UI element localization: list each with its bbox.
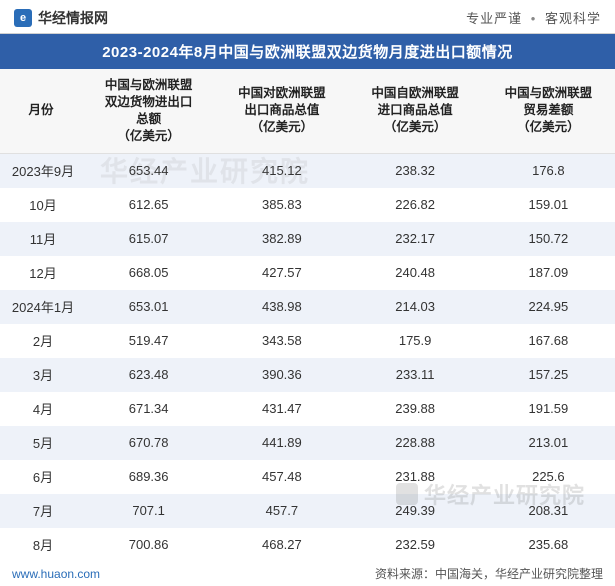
value-cell: 176.8 — [482, 153, 615, 188]
table-row: 12月668.05427.57240.48187.09 — [0, 256, 615, 290]
page-header: e 华经情报网 专业严谨 • 客观科学 — [0, 0, 615, 34]
tagline-right: 客观科学 — [545, 11, 601, 26]
table-row: 2023年9月653.44415.12238.32176.8 — [0, 153, 615, 188]
value-cell: 213.01 — [482, 426, 615, 460]
table-row: 6月689.36457.48231.88225.6 — [0, 460, 615, 494]
logo-icon: e — [14, 9, 32, 27]
footer-url: www.huaon.com — [12, 567, 100, 581]
footer-source: 资料来源：中国海关，华经产业研究院整理 — [375, 565, 603, 582]
value-cell: 457.7 — [215, 494, 348, 528]
month-cell: 10月 — [0, 188, 82, 222]
value-cell: 700.86 — [82, 528, 215, 562]
table-row: 3月623.48390.36233.11157.25 — [0, 358, 615, 392]
value-cell: 249.39 — [349, 494, 482, 528]
value-cell: 390.36 — [215, 358, 348, 392]
tagline-separator: • — [531, 11, 537, 26]
value-cell: 653.44 — [82, 153, 215, 188]
month-cell: 11月 — [0, 222, 82, 256]
value-cell: 232.17 — [349, 222, 482, 256]
header-tagline: 专业严谨 • 客观科学 — [466, 8, 601, 27]
value-cell: 208.31 — [482, 494, 615, 528]
value-cell: 150.72 — [482, 222, 615, 256]
tagline-left: 专业严谨 — [466, 11, 522, 26]
col-header-export: 中国对欧洲联盟出口商品总值（亿美元） — [215, 69, 348, 153]
header-left: e 华经情报网 — [14, 8, 108, 28]
value-cell: 427.57 — [215, 256, 348, 290]
value-cell: 224.95 — [482, 290, 615, 324]
value-cell: 225.6 — [482, 460, 615, 494]
month-cell: 4月 — [0, 392, 82, 426]
month-cell: 2024年1月 — [0, 290, 82, 324]
site-name: 华经情报网 — [38, 8, 108, 28]
value-cell: 689.36 — [82, 460, 215, 494]
value-cell: 239.88 — [349, 392, 482, 426]
value-cell: 238.32 — [349, 153, 482, 188]
value-cell: 159.01 — [482, 188, 615, 222]
value-cell: 175.9 — [349, 324, 482, 358]
data-table: 月份 中国与欧洲联盟双边货物进出口总额（亿美元） 中国对欧洲联盟出口商品总值（亿… — [0, 69, 615, 562]
table-row: 10月612.65385.83226.82159.01 — [0, 188, 615, 222]
value-cell: 671.34 — [82, 392, 215, 426]
value-cell: 653.01 — [82, 290, 215, 324]
col-header-balance: 中国与欧洲联盟贸易差额（亿美元） — [482, 69, 615, 153]
value-cell: 668.05 — [82, 256, 215, 290]
page-footer: www.huaon.com 资料来源：中国海关，华经产业研究院整理 — [0, 562, 615, 586]
value-cell: 228.88 — [349, 426, 482, 460]
table-row: 7月707.1457.7249.39208.31 — [0, 494, 615, 528]
table-row: 2024年1月653.01438.98214.03224.95 — [0, 290, 615, 324]
value-cell: 519.47 — [82, 324, 215, 358]
col-header-month: 月份 — [0, 69, 82, 153]
value-cell: 441.89 — [215, 426, 348, 460]
value-cell: 232.59 — [349, 528, 482, 562]
col-header-total: 中国与欧洲联盟双边货物进出口总额（亿美元） — [82, 69, 215, 153]
value-cell: 457.48 — [215, 460, 348, 494]
value-cell: 431.47 — [215, 392, 348, 426]
table-row: 11月615.07382.89232.17150.72 — [0, 222, 615, 256]
month-cell: 6月 — [0, 460, 82, 494]
month-cell: 8月 — [0, 528, 82, 562]
value-cell: 187.09 — [482, 256, 615, 290]
value-cell: 385.83 — [215, 188, 348, 222]
month-cell: 7月 — [0, 494, 82, 528]
month-cell: 2023年9月 — [0, 153, 82, 188]
value-cell: 343.58 — [215, 324, 348, 358]
value-cell: 415.12 — [215, 153, 348, 188]
table-row: 5月670.78441.89228.88213.01 — [0, 426, 615, 460]
value-cell: 191.59 — [482, 392, 615, 426]
value-cell: 612.65 — [82, 188, 215, 222]
value-cell: 468.27 — [215, 528, 348, 562]
value-cell: 226.82 — [349, 188, 482, 222]
value-cell: 167.68 — [482, 324, 615, 358]
value-cell: 231.88 — [349, 460, 482, 494]
value-cell: 214.03 — [349, 290, 482, 324]
month-cell: 2月 — [0, 324, 82, 358]
table-row: 8月700.86468.27232.59235.68 — [0, 528, 615, 562]
value-cell: 707.1 — [82, 494, 215, 528]
value-cell: 235.68 — [482, 528, 615, 562]
value-cell: 382.89 — [215, 222, 348, 256]
value-cell: 240.48 — [349, 256, 482, 290]
value-cell: 670.78 — [82, 426, 215, 460]
table-body: 2023年9月653.44415.12238.32176.810月612.653… — [0, 153, 615, 562]
value-cell: 615.07 — [82, 222, 215, 256]
col-header-import: 中国自欧洲联盟进口商品总值（亿美元） — [349, 69, 482, 153]
value-cell: 623.48 — [82, 358, 215, 392]
month-cell: 12月 — [0, 256, 82, 290]
table-title: 2023-2024年8月中国与欧洲联盟双边货物月度进出口额情况 — [0, 34, 615, 69]
month-cell: 5月 — [0, 426, 82, 460]
value-cell: 157.25 — [482, 358, 615, 392]
month-cell: 3月 — [0, 358, 82, 392]
value-cell: 233.11 — [349, 358, 482, 392]
table-row: 4月671.34431.47239.88191.59 — [0, 392, 615, 426]
value-cell: 438.98 — [215, 290, 348, 324]
table-header: 月份 中国与欧洲联盟双边货物进出口总额（亿美元） 中国对欧洲联盟出口商品总值（亿… — [0, 69, 615, 153]
table-row: 2月519.47343.58175.9167.68 — [0, 324, 615, 358]
